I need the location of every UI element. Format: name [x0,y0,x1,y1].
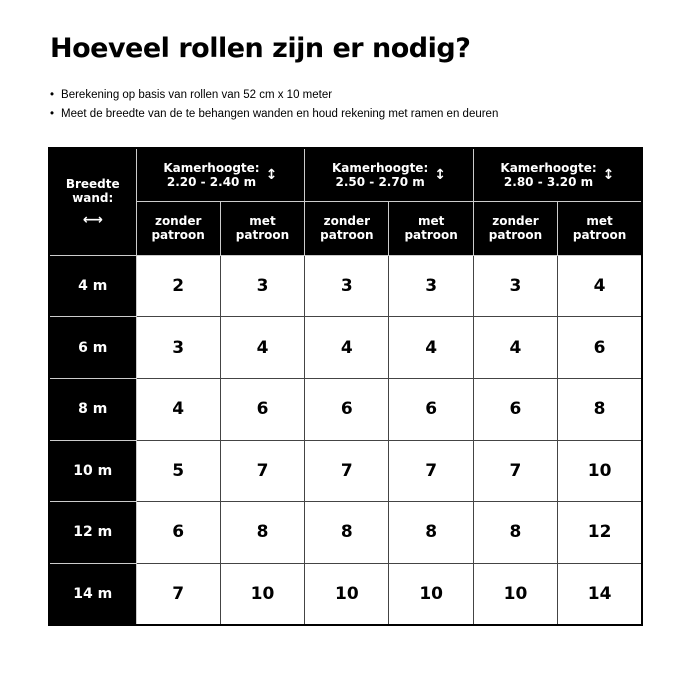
rolls-cell: 10 [557,439,643,503]
rolls-cell: 7 [472,439,559,503]
bullet: Berekening op basis van rollen van 52 cm… [50,86,498,105]
vertical-arrow-icon: ↕ [265,167,278,184]
col-header-zonder-patroon: zonder patroon [472,201,559,256]
rolls-cell: 3 [472,254,559,318]
rolls-cell: 7 [388,439,474,503]
rolls-cell: 6 [135,501,221,564]
row-width-label: 10 m [49,439,137,503]
table-row: 14 m 7 10 10 10 10 14 [49,562,643,626]
rolls-cell: 8 [219,501,306,564]
rolls-cell: 3 [135,316,221,379]
rolls-cell: 4 [219,316,306,379]
rolls-cell: 7 [304,439,390,503]
col-header-met-patroon: met patroon [388,201,474,256]
rolls-cell: 10 [388,562,474,626]
rolls-cell: 4 [135,377,221,441]
height-range: 2.50 - 2.70 m [335,175,425,190]
col-header-zonder-patroon: zonder patroon [304,201,390,256]
rolls-cell: 12 [557,501,643,564]
bullet: Meet de breedte van de te behangen wande… [50,105,498,124]
height-range: 2.20 - 2.40 m [166,175,257,190]
rolls-cell: 4 [557,254,643,318]
vertical-arrow-icon: ↕ [434,167,446,184]
height-header: Kamerhoogte: 2.80 - 3.20 m ↕ [472,147,643,203]
height-label: Kamerhoogte: [331,161,429,176]
page-title: Hoeveel rollen zijn er nodig? [50,33,471,64]
rolls-cell: 7 [135,562,221,626]
height-header: Kamerhoogte: 2.50 - 2.70 m ↕ [304,147,474,203]
width-header-label: Breedte wand: [65,176,120,205]
row-width-label: 12 m [49,501,137,564]
height-range: 2.80 - 3.20 m [503,175,594,190]
rolls-cell: 3 [388,254,474,318]
table-row: 10 m 5 7 7 7 7 10 [49,439,643,503]
rolls-cell: 14 [557,562,643,626]
height-label: Kamerhoogte: [500,161,597,176]
rolls-cell: 8 [557,377,643,441]
rolls-cell: 8 [304,501,390,564]
rolls-cell: 3 [304,254,390,318]
vertical-arrow-icon: ↕ [602,167,615,184]
row-width-label: 4 m [49,254,137,318]
col-header-met-patroon: met patroon [219,201,306,256]
rolls-cell: 5 [135,439,221,503]
rolls-cell: 8 [388,501,474,564]
rolls-cell: 6 [557,316,643,379]
rolls-cell: 4 [472,316,559,379]
rolls-cell: 6 [219,377,306,441]
info-list: Berekening op basis van rollen van 52 cm… [50,86,498,124]
width-header: Breedte wand: ⟷ [49,148,137,256]
rolls-cell: 2 [135,254,221,318]
rolls-cell: 8 [472,501,559,564]
rolls-cell: 10 [304,562,390,626]
height-label: Kamerhoogte: [163,161,260,176]
row-width-label: 8 m [49,377,137,441]
rolls-cell: 4 [388,316,474,379]
col-header-zonder-patroon: zonder patroon [135,201,221,256]
rolls-cell: 7 [219,439,306,503]
rolls-cell: 6 [388,377,474,441]
rolls-cell: 6 [304,377,390,441]
height-header: Kamerhoogte: 2.20 - 2.40 m ↕ [135,147,306,203]
rolls-cell: 3 [219,254,306,318]
rolls-table: Breedte wand: ⟷ Kamerhoogte: 2.20 - 2.40 … [48,147,643,626]
rolls-cell: 4 [304,316,390,379]
row-width-label: 14 m [49,562,137,626]
col-header-met-patroon: met patroon [557,201,643,256]
rolls-cell: 6 [472,377,559,441]
horizontal-arrow-icon: ⟷ [82,211,103,228]
row-width-label: 6 m [49,316,137,379]
table-row: 12 m 6 8 8 8 8 12 [49,501,643,564]
rolls-cell: 10 [472,562,559,626]
rolls-cell: 10 [219,562,306,626]
